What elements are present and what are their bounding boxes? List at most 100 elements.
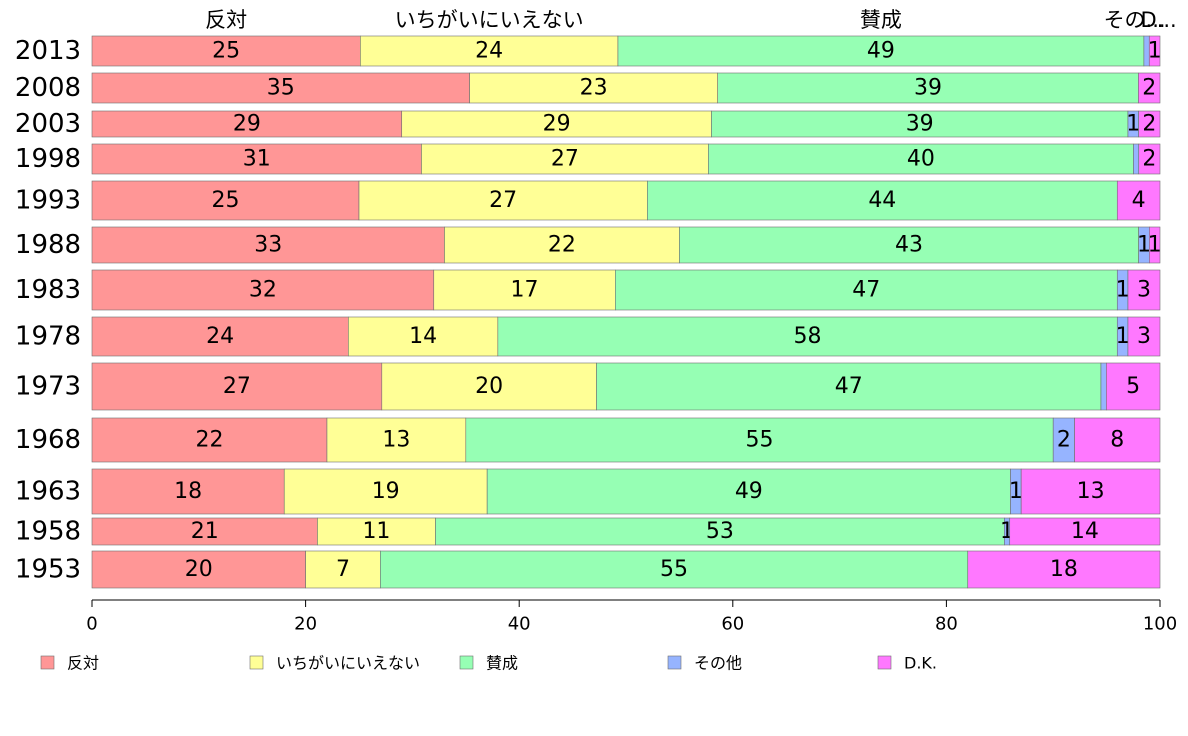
bar-1958-series-4 [1009, 517, 1161, 546]
data-label-1978-series-4: 3 [1137, 324, 1151, 349]
data-label-1973-series-4: 5 [1126, 374, 1140, 399]
bar-1953-series-4 [967, 550, 1161, 589]
data-label-1968-series-4: 8 [1110, 428, 1124, 453]
bar-1953-series-2 [380, 550, 969, 589]
series-top-labels: 反対 いちがいにいえない 賛成 その...D... [205, 8, 1177, 32]
data-label-2013-series-4: 1 [1148, 39, 1162, 64]
data-label-1988-series-3: 1 [1137, 233, 1151, 258]
data-label-2013-series-0: 25 [212, 39, 240, 64]
data-label-1968-series-1: 13 [382, 428, 410, 453]
bar-2013-series-0 [91, 35, 361, 67]
top-label-series-1: いちがいにいえない [395, 8, 584, 32]
data-label-1953-series-2: 55 [660, 557, 688, 582]
legend: 反対 いちがいにいえない 賛成 その他 D.K. [40, 654, 937, 673]
year-label-1983: 1983 [15, 275, 81, 305]
data-label-1963-series-4: 13 [1077, 479, 1105, 504]
year-label-1958: 1958 [15, 517, 81, 547]
legend-label-0: 反対 [67, 654, 99, 673]
year-labels: 2013 2008 2003 1998 1993 1988 1983 1978 1973 1968… [15, 36, 81, 585]
bar-1963-series-1 [283, 468, 488, 515]
year-label-1963: 1963 [15, 477, 81, 507]
bar-2003-series-2 [711, 110, 1129, 138]
data-label-2013-series-2: 49 [867, 39, 895, 64]
bar-1968-series-0 [91, 417, 328, 463]
data-label-2008-series-2: 39 [914, 76, 942, 101]
bar-1993-series-4 [1116, 180, 1161, 221]
legend-label-2: 賛成 [486, 654, 518, 673]
data-label-1963-series-1: 19 [372, 479, 400, 504]
bar-1968-series-1 [326, 417, 467, 463]
data-label-1968-series-2: 55 [746, 428, 774, 453]
bar-1973-series-2 [596, 362, 1102, 411]
bar-1978-series-0 [91, 316, 349, 357]
bar-1993-series-2 [647, 180, 1118, 221]
data-label-1973-series-1: 20 [475, 374, 503, 399]
x-tick-label-40: 40 [508, 614, 531, 635]
data-label-1963-series-3: 1 [1009, 479, 1023, 504]
bar-1963-series-4 [1020, 468, 1161, 515]
data-label-1963-series-2: 49 [735, 479, 763, 504]
data-label-1993-series-4: 4 [1132, 188, 1146, 213]
data-label-1958-series-2: 53 [706, 519, 734, 544]
bar-1973-series-4 [1106, 362, 1161, 411]
bar-2003-series-1 [401, 110, 712, 138]
legend-label-4: D.K. [904, 654, 937, 673]
data-label-2003-series-3: 1 [1126, 112, 1140, 137]
bar-1953-series-0 [91, 550, 306, 589]
bar-2013-series-1 [360, 35, 619, 67]
bar-1983-series-0 [91, 269, 435, 311]
data-label-1978-series-3: 1 [1116, 324, 1130, 349]
data-label-1978-series-1: 14 [409, 324, 437, 349]
data-label-1953-series-1: 7 [336, 557, 350, 582]
bar-1998-series-2 [708, 143, 1134, 175]
bar-1983-series-1 [433, 269, 616, 311]
bar-1958-series-2 [435, 517, 1005, 546]
data-label-1993-series-1: 27 [489, 188, 517, 213]
data-label-1983-series-3: 1 [1116, 278, 1130, 303]
legend-swatch-2 [459, 655, 474, 670]
bar-2008-series-4 [1138, 72, 1161, 104]
data-label-1953-series-4: 18 [1050, 557, 1078, 582]
data-label-1963-series-0: 18 [174, 479, 202, 504]
data-label-1983-series-1: 17 [511, 278, 539, 303]
bar-1983-series-2 [615, 269, 1118, 311]
data-label-2003-series-0: 29 [233, 112, 261, 137]
bar-2013-series-4 [1148, 35, 1161, 67]
x-tick-label-60: 60 [721, 614, 744, 635]
bar-1988-series-1 [444, 226, 680, 264]
bar-1958-series-1 [317, 517, 436, 546]
top-label-series-4: D... [1141, 8, 1177, 32]
legend-swatch-0 [40, 655, 55, 670]
bar-1988-series-4 [1149, 226, 1161, 264]
x-tick-label-20: 20 [294, 614, 317, 635]
data-label-1983-series-4: 3 [1137, 278, 1151, 303]
data-label-1958-series-1: 11 [362, 519, 390, 544]
bar-2008-series-2 [717, 72, 1139, 104]
bar-1963-series-2 [486, 468, 1011, 515]
bar-1993-series-1 [358, 180, 648, 221]
data-label-1958-series-0: 21 [191, 519, 219, 544]
data-label-1988-series-4: 1 [1148, 233, 1162, 258]
bar-1998-series-0 [91, 143, 422, 175]
legend-label-1: いちがいにいえない [276, 654, 420, 673]
year-label-1973: 1973 [15, 372, 81, 402]
year-label-2003: 2003 [15, 109, 81, 139]
data-label-2003-series-2: 39 [906, 112, 934, 137]
bar-1983-series-4 [1127, 269, 1161, 311]
data-label-1978-series-0: 24 [206, 324, 234, 349]
bar-1998-series-4 [1138, 143, 1161, 175]
data-label-2008-series-1: 23 [580, 76, 608, 101]
data-label-1988-series-0: 33 [254, 233, 282, 258]
legend-label-3: その他 [694, 654, 742, 673]
top-label-series-3: その... [1104, 8, 1166, 32]
legend-swatch-4 [877, 655, 892, 670]
data-label-2003-series-4: 2 [1142, 112, 1156, 137]
bar-1978-series-1 [348, 316, 499, 357]
bar-1968-series-2 [465, 417, 1054, 463]
data-label-1998-series-1: 27 [551, 147, 579, 172]
top-label-series-2: 賛成 [860, 8, 902, 32]
data-label-2013-series-1: 24 [475, 39, 503, 64]
top-label-series-0: 反対 [205, 8, 247, 32]
